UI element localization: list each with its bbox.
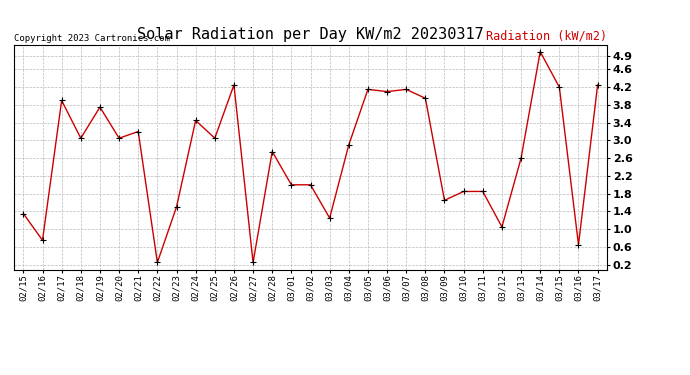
Radiation (kW/m2) bbox=[344, 142, 353, 147]
Radiation (kW/m2) bbox=[39, 238, 47, 243]
Radiation (kW/m2) bbox=[210, 136, 219, 141]
Radiation (kW/m2) bbox=[268, 149, 277, 154]
Radiation (kW/m2) bbox=[517, 156, 525, 160]
Radiation (kW/m2) bbox=[555, 85, 564, 89]
Line: Radiation (kW/m2): Radiation (kW/m2) bbox=[21, 49, 600, 265]
Radiation (kW/m2) bbox=[153, 260, 161, 265]
Radiation (kW/m2) bbox=[479, 189, 487, 194]
Radiation (kW/m2) bbox=[460, 189, 468, 194]
Radiation (kW/m2) bbox=[536, 50, 544, 54]
Radiation (kW/m2) bbox=[134, 129, 142, 134]
Radiation (kW/m2) bbox=[574, 243, 582, 247]
Text: Copyright 2023 Cartronics.com: Copyright 2023 Cartronics.com bbox=[14, 34, 170, 43]
Radiation (kW/m2) bbox=[172, 205, 181, 209]
Radiation (kW/m2) bbox=[249, 260, 257, 265]
Radiation (kW/m2) bbox=[440, 198, 449, 202]
Text: Radiation (kW/m2): Radiation (kW/m2) bbox=[486, 30, 607, 43]
Radiation (kW/m2) bbox=[497, 225, 506, 229]
Radiation (kW/m2) bbox=[383, 89, 391, 94]
Radiation (kW/m2) bbox=[77, 136, 85, 141]
Radiation (kW/m2) bbox=[402, 87, 411, 92]
Title: Solar Radiation per Day KW/m2 20230317: Solar Radiation per Day KW/m2 20230317 bbox=[137, 27, 484, 42]
Radiation (kW/m2) bbox=[421, 96, 429, 100]
Radiation (kW/m2) bbox=[326, 216, 334, 220]
Radiation (kW/m2) bbox=[593, 83, 602, 87]
Radiation (kW/m2) bbox=[306, 183, 315, 187]
Radiation (kW/m2) bbox=[115, 136, 124, 141]
Radiation (kW/m2) bbox=[192, 118, 200, 123]
Radiation (kW/m2) bbox=[364, 87, 372, 92]
Radiation (kW/m2) bbox=[96, 105, 104, 110]
Radiation (kW/m2) bbox=[287, 183, 295, 187]
Radiation (kW/m2) bbox=[230, 83, 238, 87]
Radiation (kW/m2) bbox=[57, 98, 66, 103]
Radiation (kW/m2) bbox=[19, 211, 28, 216]
